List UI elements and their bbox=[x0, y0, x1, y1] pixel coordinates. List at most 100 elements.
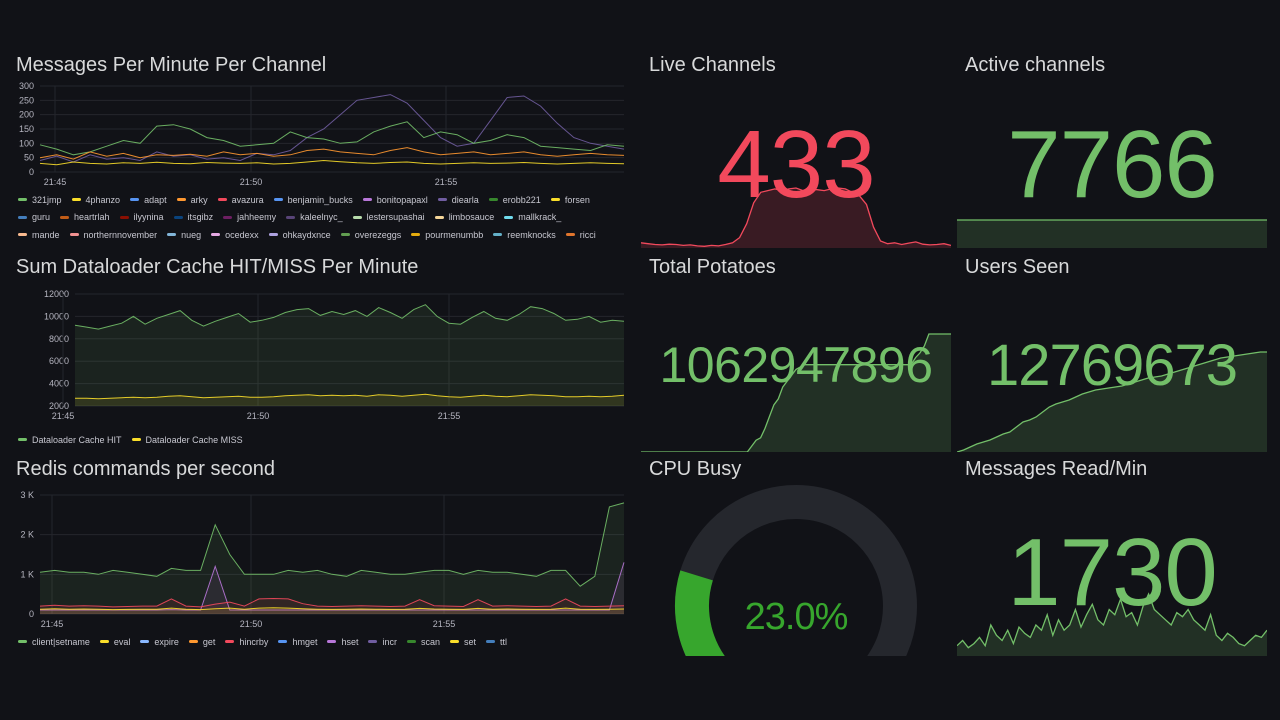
legend-swatch bbox=[450, 640, 459, 643]
legend-item[interactable]: set bbox=[450, 634, 476, 650]
legend-label: arky bbox=[190, 194, 208, 205]
legend-label: 4phanzo bbox=[85, 194, 121, 205]
legend-item[interactable]: diearla bbox=[437, 192, 479, 208]
legend-item[interactable]: hincrby bbox=[225, 634, 268, 650]
y-tick-label: 50 bbox=[24, 153, 34, 163]
panel-title: Active channels bbox=[965, 54, 1106, 76]
legend-item[interactable]: hmget bbox=[278, 634, 317, 650]
series-area bbox=[75, 304, 624, 406]
legend-item[interactable]: reemknocks bbox=[493, 227, 556, 243]
series-line-321jmp bbox=[39, 121, 625, 156]
legend-item[interactable]: ilyynina bbox=[119, 209, 164, 225]
legend-item[interactable]: heartrlah bbox=[60, 209, 110, 225]
panel-title: Total Potatoes bbox=[649, 256, 776, 278]
y-tick-label: 8000 bbox=[49, 334, 69, 344]
legend-item[interactable]: get bbox=[188, 634, 215, 650]
total-potatoes-sparkline bbox=[641, 333, 951, 452]
legend-swatch bbox=[18, 640, 27, 643]
legend-item[interactable]: hset bbox=[327, 634, 358, 650]
legend-item[interactable]: pourmenumbb bbox=[411, 227, 483, 243]
legend-label: set bbox=[464, 636, 477, 647]
legend-label: jahheemy bbox=[237, 212, 277, 222]
legend-item[interactable]: erobb221 bbox=[488, 192, 541, 208]
series-area bbox=[40, 598, 624, 614]
cpu-busy-value: 23.0% bbox=[744, 596, 849, 638]
legend-item[interactable]: 4phanzo bbox=[71, 192, 121, 208]
panel-title: CPU Busy bbox=[649, 458, 742, 480]
legend-label: nueg bbox=[181, 229, 202, 240]
legend-label: bonitopapaxl bbox=[376, 194, 428, 205]
legend-item[interactable]: bonitopapaxl bbox=[362, 192, 428, 208]
legend-item[interactable]: jahheemy bbox=[223, 209, 276, 225]
x-tick-label: 21:55 bbox=[435, 177, 458, 187]
legend-swatch bbox=[99, 640, 109, 643]
legend-label: kaleelnyc_ bbox=[300, 212, 343, 222]
legend: Dataloader Cache HIT Dataloader Cache MIS… bbox=[18, 430, 618, 448]
panel-active-channels: Active channels 7766 bbox=[957, 48, 1267, 248]
panel-title: Live Channels bbox=[649, 54, 776, 76]
legend-swatch bbox=[18, 198, 27, 201]
legend-item[interactable]: 321jmp bbox=[18, 192, 62, 208]
legend-item[interactable]: guru bbox=[18, 209, 50, 225]
redis-chart[interactable]: 0 1 K 2 K 3 K 21:45 21:50 21:55 bbox=[8, 456, 630, 636]
sparkline-line bbox=[641, 333, 951, 452]
legend-label: ocedexx bbox=[225, 229, 259, 240]
x-tick-label: 21:45 bbox=[52, 411, 75, 421]
legend-label: diearla bbox=[451, 194, 479, 205]
series-area bbox=[40, 502, 624, 614]
legend-item[interactable]: itsgibz bbox=[173, 209, 213, 225]
legend-item[interactable]: Dataloader Cache HIT bbox=[18, 432, 122, 448]
messages-chart[interactable]: 0 50 100 150 200 250 300 21:45 21:50 21:55 bbox=[8, 48, 630, 188]
legend-item[interactable]: lestersupashai bbox=[352, 209, 425, 225]
y-tick-label: 250 bbox=[19, 95, 34, 105]
legend-item[interactable]: limbosauce bbox=[434, 209, 495, 225]
legend-item[interactable]: nueg bbox=[167, 227, 201, 243]
legend-swatch bbox=[362, 198, 372, 201]
legend-item[interactable]: avazura bbox=[217, 192, 264, 208]
legend-swatch bbox=[406, 640, 416, 643]
legend-item[interactable]: Dataloader Cache MISS bbox=[131, 432, 243, 448]
legend-item[interactable]: mallkrack_ bbox=[504, 209, 561, 225]
legend-item[interactable]: expire bbox=[140, 634, 179, 650]
legend-item[interactable]: client|setname bbox=[18, 634, 90, 650]
legend-swatch bbox=[18, 233, 27, 236]
legend-item[interactable]: ocedexx bbox=[211, 227, 259, 243]
legend-item[interactable]: northernnovember bbox=[69, 227, 158, 243]
y-tick-label: 150 bbox=[19, 124, 34, 134]
legend-item[interactable]: mande bbox=[18, 227, 60, 243]
dataloader-chart[interactable]: 2000 4000 6000 8000 10000 12000 21:45 21:50 21:5… bbox=[8, 252, 630, 437]
legend-label: ilyynina bbox=[133, 212, 164, 222]
legend-label: limbosauce bbox=[448, 212, 495, 222]
panel-title: Sum Dataloader Cache HIT/MISS Per Minute bbox=[16, 256, 419, 278]
legend-item[interactable]: forsen bbox=[550, 192, 590, 208]
panel-total-potatoes: Total Potatoes 1062947896 bbox=[641, 252, 951, 452]
gauge-value-arc bbox=[675, 570, 725, 656]
live-channels-sparkline bbox=[641, 187, 951, 248]
y-tick-label: 2000 bbox=[49, 401, 69, 411]
legend-item[interactable]: ricci bbox=[565, 227, 596, 243]
legend-swatch bbox=[352, 215, 362, 219]
legend-item[interactable]: arky bbox=[176, 192, 208, 208]
legend-swatch bbox=[188, 640, 198, 643]
legend-label: expire bbox=[154, 636, 179, 647]
legend-item[interactable]: eval bbox=[99, 634, 130, 650]
legend-label: client|setname bbox=[32, 636, 90, 647]
legend: 321jmp 4phanzo adapt arky avazura benjamin_bu… bbox=[18, 190, 618, 244]
legend-swatch bbox=[173, 215, 183, 219]
legend-item[interactable]: ohkaydxnce bbox=[268, 227, 331, 243]
legend-item[interactable]: incr bbox=[368, 634, 397, 650]
legend-swatch bbox=[565, 233, 575, 236]
y-tick-label: 0 bbox=[29, 609, 34, 619]
legend-label: scan bbox=[420, 636, 440, 647]
legend-swatch bbox=[340, 233, 350, 236]
legend-item[interactable]: scan bbox=[406, 634, 440, 650]
legend-item[interactable]: kaleelnyc_ bbox=[286, 209, 343, 225]
legend-item[interactable]: ttl bbox=[486, 634, 507, 650]
legend-swatch bbox=[486, 640, 496, 643]
legend-item[interactable]: adapt bbox=[130, 192, 167, 208]
legend-item[interactable]: overezeggs bbox=[340, 227, 401, 243]
legend-item[interactable]: benjamin_bucks bbox=[273, 192, 353, 208]
y-tick-label: 0 bbox=[29, 167, 34, 177]
legend-label: northernnovember bbox=[83, 229, 158, 240]
sparkline-line bbox=[957, 592, 1267, 649]
